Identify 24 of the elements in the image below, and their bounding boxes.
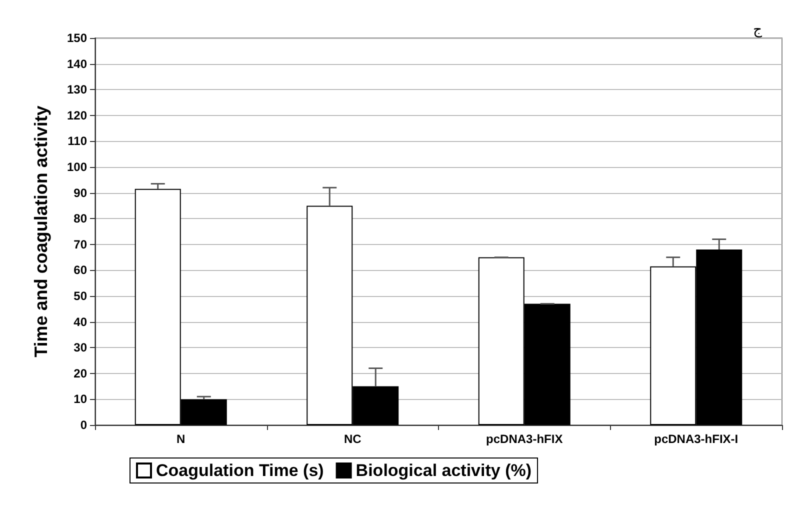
- x-tick-label: pcDNA3-hFIX: [486, 432, 563, 446]
- y-tick-label: 140: [66, 56, 88, 71]
- x-tick-label: pcDNA3-hFIX-I: [654, 432, 738, 446]
- y-tick-label: 90: [74, 186, 88, 200]
- y-tick-label: 130: [66, 82, 88, 97]
- y-tick-label: 40: [74, 314, 88, 329]
- legend-label: Coagulation Time (s): [156, 461, 324, 480]
- x-tick-label: NC: [344, 432, 362, 446]
- y-tick-label: 70: [74, 237, 88, 252]
- y-tick-label: 120: [66, 108, 88, 122]
- y-tick-label: 100: [66, 160, 88, 174]
- legend-label: Biological activity (%): [356, 461, 532, 480]
- text: ج: [753, 21, 763, 38]
- y-tick-label: 50: [74, 289, 88, 303]
- x-tick-label: N: [176, 432, 186, 446]
- y-tick-label: 110: [68, 134, 88, 148]
- y-tick-label: 30: [74, 340, 88, 355]
- y-tick-label: 20: [74, 366, 88, 380]
- y-tick-label: 60: [74, 263, 88, 278]
- y-axis-title: Time and coagulation activity: [31, 106, 51, 358]
- y-tick-label: 10: [74, 392, 88, 406]
- y-tick-label: 0: [80, 418, 88, 432]
- y-tick-label: 150: [66, 31, 88, 45]
- y-tick-label: 80: [74, 212, 88, 226]
